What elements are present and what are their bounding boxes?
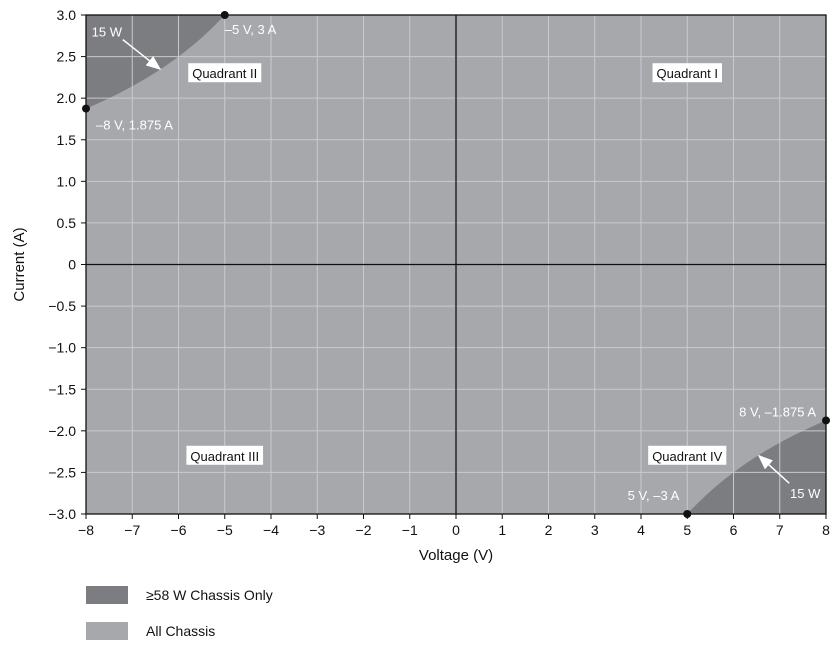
x-tick-label: −2 (356, 522, 372, 538)
y-tick-label: 1.5 (57, 132, 77, 148)
quadrant-label: Quadrant II (188, 63, 262, 83)
y-tick-label: 0 (68, 257, 76, 273)
y-tick-label: −2.5 (48, 464, 76, 480)
legend-swatch-all-chassis (86, 622, 128, 640)
legend-item-58w-chassis: ≥58 W Chassis Only (86, 586, 273, 604)
y-axis-title: Current (A) (11, 227, 28, 301)
quadrant-label-box (188, 63, 262, 83)
y-tick-label: −1.5 (48, 381, 76, 397)
power-annotation-arrow (757, 454, 790, 484)
y-tick-label: 1.0 (57, 173, 77, 189)
power-annotation-arrow (122, 39, 162, 70)
x-tick-label: 5 (683, 522, 691, 538)
x-tick-label: −1 (402, 522, 418, 538)
x-tick-label: −3 (309, 522, 325, 538)
plot-area: Quadrant II Quadrant I Quadrant III Quadran… (82, 11, 830, 518)
power-annotation-label: 15 W (790, 486, 821, 501)
x-tick-label: 3 (591, 522, 599, 538)
quadrant-label-text: Quadrant III (190, 449, 259, 464)
legend-swatch-58w-chassis (86, 586, 128, 604)
x-tick-label: 7 (776, 522, 784, 538)
x-tick-label: −5 (217, 522, 233, 538)
corner-point (220, 11, 229, 19)
x-tick-label: 6 (730, 522, 738, 538)
corner-point-label: 8 V, –1.875 A (739, 404, 816, 419)
corner-point (822, 416, 830, 425)
high-power-region-q4 (687, 420, 826, 514)
x-tick-label: 4 (637, 522, 645, 538)
quadrant-label: Quadrant IV (648, 445, 727, 465)
power-annotation-label: 15 W (92, 25, 123, 40)
quadrant-label-text: Quadrant I (657, 66, 718, 81)
x-tick-label: −8 (78, 522, 94, 538)
corner-point-label: –5 V, 3 A (225, 22, 277, 37)
x-tick-label: 0 (452, 522, 460, 538)
corner-point-label: –8 V, 1.875 A (96, 118, 173, 133)
y-tick-label: −0.5 (48, 298, 76, 314)
x-axis: −8 −7 −6 −5 −4 −3 −2 −1 0 1 2 3 4 5 6 7 8 (78, 514, 830, 538)
corner-point (82, 104, 90, 113)
x-tick-label: −7 (124, 522, 140, 538)
y-tick-label: 2.0 (57, 90, 77, 106)
legend-label-all-chassis: All Chassis (146, 623, 216, 639)
quadrant-label: Quadrant I (652, 63, 722, 83)
x-tick-label: −4 (263, 522, 279, 538)
corner-point-label: 5 V, –3 A (628, 488, 680, 503)
y-axis: 3.0 2.5 2.0 1.5 1.0 0.5 0 −0.5 −1.0 −1.5 −2.0 −2.5 −… (48, 7, 86, 522)
y-tick-label: 0.5 (57, 215, 77, 231)
legend-label-58w-chassis: ≥58 W Chassis Only (146, 587, 273, 603)
quadrant-label-text: Quadrant II (192, 66, 257, 81)
quadrant-label-box (652, 63, 722, 83)
y-tick-label: 3.0 (57, 7, 77, 23)
quadrant-label-text: Quadrant IV (652, 449, 722, 464)
y-tick-label: 2.5 (57, 49, 77, 65)
quadrant-label-box (186, 445, 264, 465)
x-tick-label: −6 (171, 522, 187, 538)
y-tick-label: −3.0 (48, 506, 76, 522)
x-tick-label: 8 (822, 522, 830, 538)
y-tick-label: −1.0 (48, 340, 76, 356)
x-tick-label: 2 (545, 522, 553, 538)
quadrant-label-box (648, 445, 727, 465)
y-tick-label: −2.0 (48, 423, 76, 439)
x-axis-title: Voltage (V) (419, 547, 493, 564)
x-tick-label: 1 (498, 522, 506, 538)
legend-item-all-chassis: All Chassis (86, 622, 215, 640)
quadrant-label: Quadrant III (186, 445, 264, 465)
